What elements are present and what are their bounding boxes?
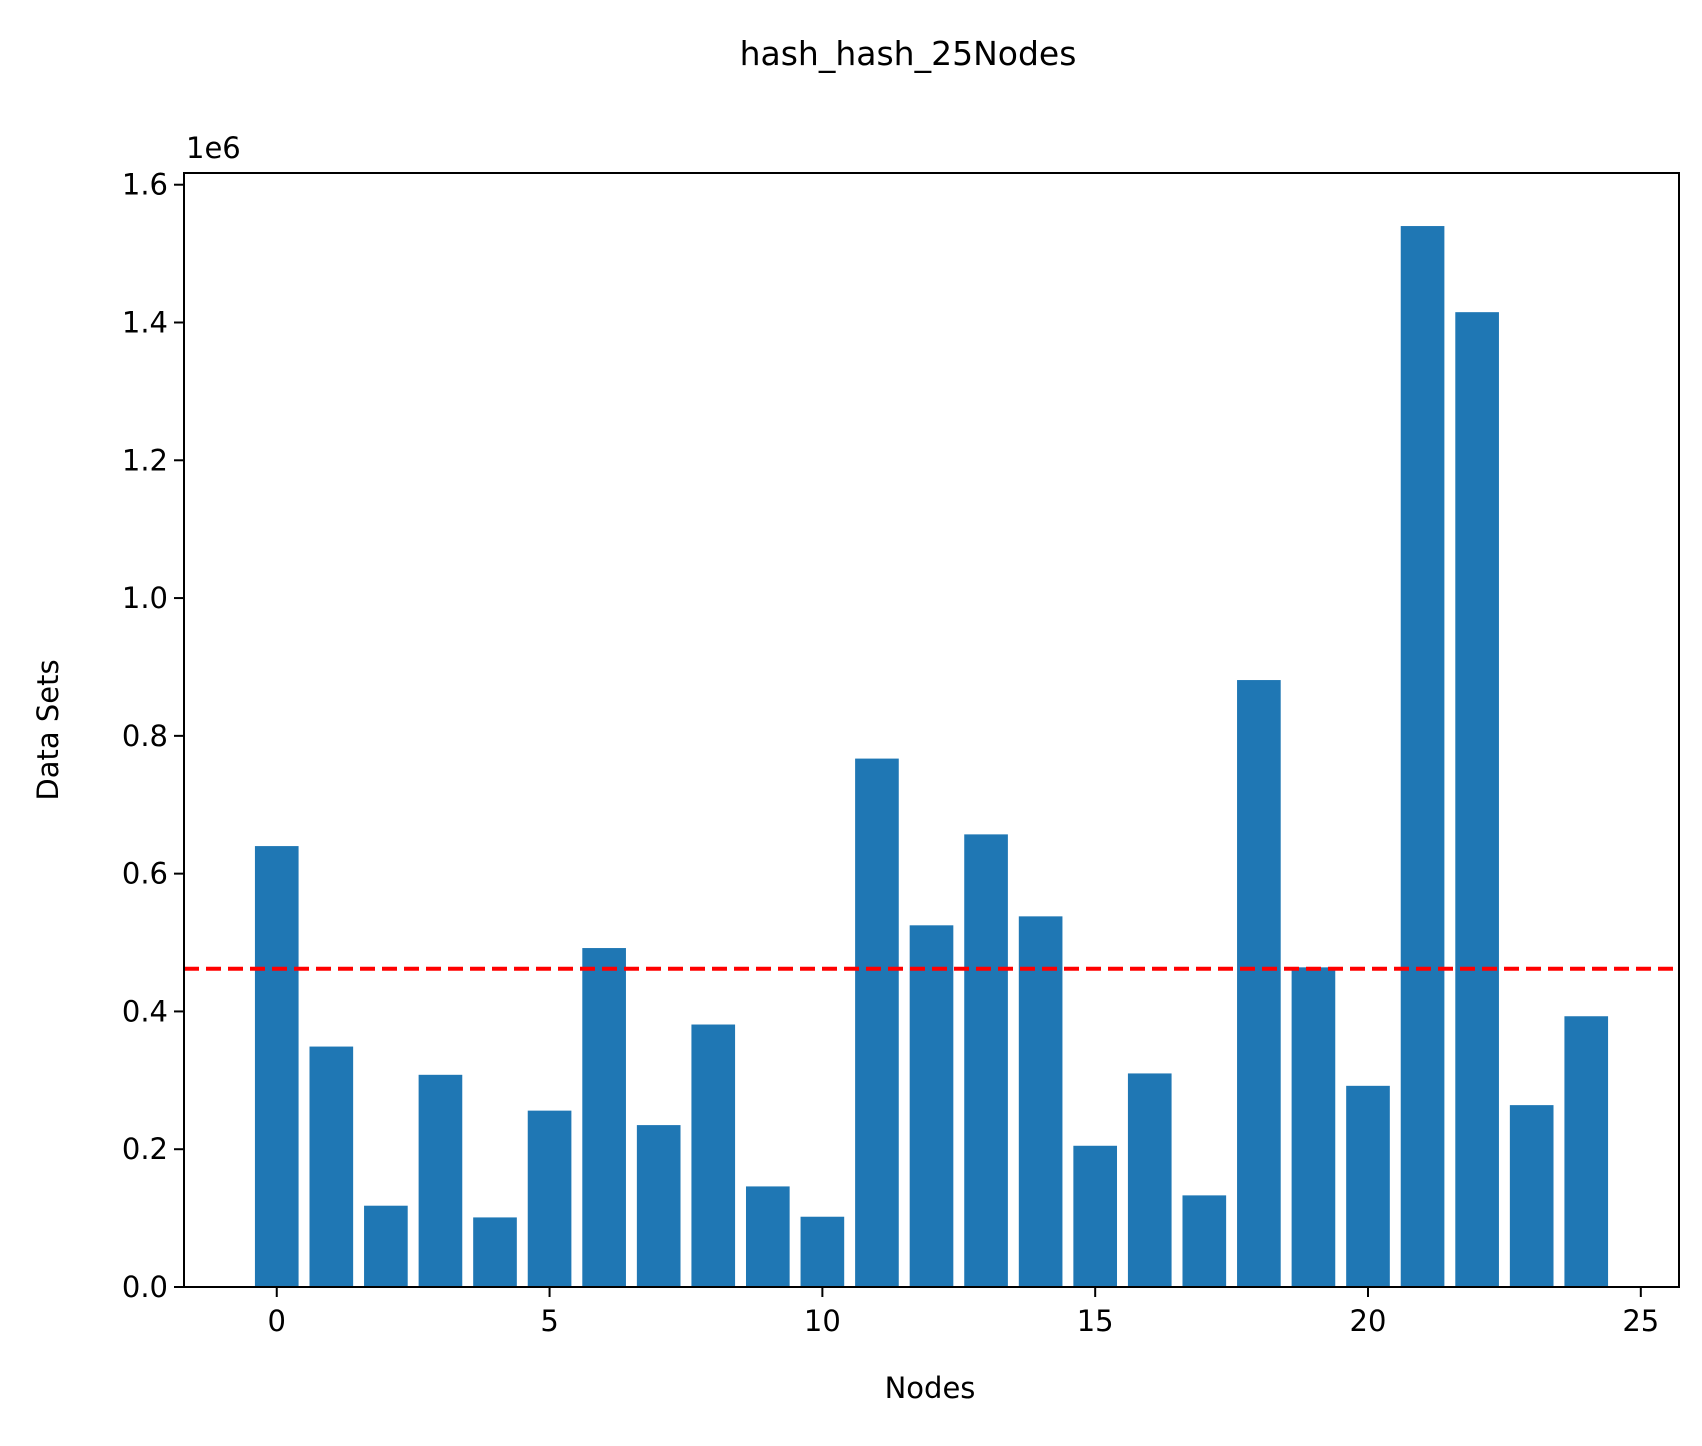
- bar-node-14: [1018, 916, 1063, 1287]
- x-tick-label: 20: [1350, 1304, 1387, 1338]
- bar-node-17: [1182, 1195, 1227, 1287]
- bar-node-15: [1073, 1145, 1118, 1287]
- bar-node-6: [582, 948, 626, 1287]
- bar-node-11: [855, 758, 899, 1287]
- bar-node-18: [1237, 680, 1281, 1287]
- plot-frame: [183, 172, 1680, 1288]
- bar-node-20: [1346, 1085, 1390, 1287]
- bars: [254, 226, 1609, 1288]
- y-axis-scale-label: 1e6: [186, 131, 241, 165]
- bar-node-9: [745, 1186, 790, 1287]
- bar-node-8: [691, 1024, 736, 1287]
- bar-node-0: [254, 846, 299, 1287]
- bar-node-24: [1564, 1016, 1609, 1287]
- x-tick-label: 5: [540, 1304, 558, 1338]
- bar-node-21: [1400, 226, 1445, 1288]
- y-tick-label: 0.0: [122, 1270, 168, 1304]
- y-tick-label: 0.4: [122, 994, 168, 1028]
- bar-node-7: [636, 1125, 681, 1287]
- bar-node-12: [909, 925, 954, 1287]
- y-tick-label: 0.8: [122, 719, 168, 753]
- x-axis-label: Nodes: [885, 1371, 976, 1405]
- bar-node-22: [1455, 312, 1499, 1287]
- bar-node-1: [309, 1046, 354, 1287]
- y-tick-label: 1.4: [122, 305, 168, 339]
- bar-node-19: [1291, 967, 1336, 1287]
- x-tick-label: 25: [1622, 1304, 1659, 1338]
- bar-node-3: [418, 1074, 463, 1287]
- bar-node-5: [527, 1110, 572, 1287]
- axis-ticks: 0 5 10 15 20 25 0.0 0.2 0.4 0.6 0.8 1.0 1.2 1.4 1.6: [122, 168, 1659, 1338]
- x-tick-label: 15: [1077, 1304, 1114, 1338]
- bar-node-2: [364, 1205, 408, 1287]
- x-tick-label: 0: [268, 1304, 286, 1338]
- bar-node-4: [473, 1217, 517, 1287]
- bar-node-10: [800, 1216, 845, 1287]
- bar-node-16: [1127, 1073, 1172, 1287]
- chart-title: hash_hash_25Nodes: [740, 34, 1077, 73]
- x-tick-label: 10: [804, 1304, 841, 1338]
- y-axis-label: Data Sets: [31, 659, 65, 800]
- y-tick-label: 1.6: [122, 168, 168, 202]
- y-tick-label: 0.2: [122, 1132, 168, 1166]
- y-tick-label: 1.0: [122, 581, 168, 615]
- bar-node-13: [964, 834, 1008, 1287]
- y-tick-label: 0.6: [122, 857, 168, 891]
- bar-node-23: [1509, 1105, 1554, 1287]
- y-tick-label: 1.2: [122, 443, 168, 477]
